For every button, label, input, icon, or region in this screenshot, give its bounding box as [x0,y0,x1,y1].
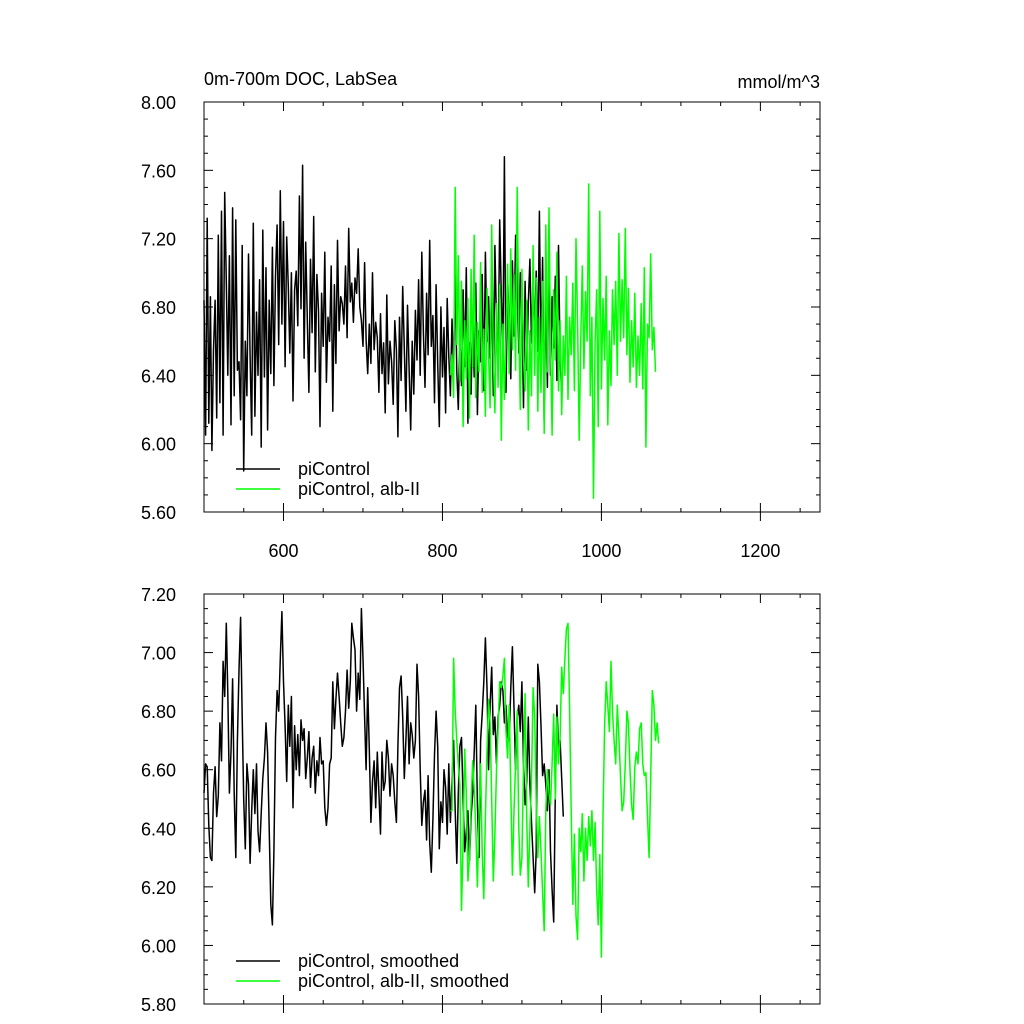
top-panel-series [203,155,657,500]
y-tick-label: 6.00 [141,435,176,455]
series-line-picontrol-smoothed [203,607,565,926]
legend-label-picontrol: piControl [298,459,370,479]
y-tick-label: 8.00 [141,93,176,113]
legend-label-picontrol-smoothed: piControl, smoothed [298,951,459,971]
x-tick-label: 800 [427,541,457,561]
y-tick-label: 7.20 [141,585,176,605]
y-tick-label: 7.20 [141,230,176,250]
y-tick-label: 6.20 [141,878,176,898]
legend-label-alb-ii: piControl, alb-II [298,479,420,499]
units-label: mmol/m^3 [738,72,820,92]
bottom-panel-ticks: 5.80 6.00 6.20 6.40 6.60 6.80 7.00 7.20 [141,585,820,1015]
bottom-panel-series [203,607,660,958]
bottom-plot-frame [203,593,821,1005]
series-line-picontrol-alb-ii [449,183,657,500]
y-tick-label: 7.00 [141,644,176,664]
legend-label-alb-ii-smoothed: piControl, alb-II, smoothed [298,971,509,991]
y-tick-label: 7.60 [141,161,176,181]
y-tick-label: 5.80 [141,995,176,1015]
chart-title: 0m-700m DOC, LabSea [204,69,398,89]
x-tick-label: 1200 [740,541,780,561]
x-tick-label: 600 [268,541,298,561]
series-line-picontrol-alb-ii-smoothed [450,622,660,958]
y-tick-label: 6.00 [141,936,176,956]
y-tick-label: 6.40 [141,366,176,386]
y-tick-label: 6.80 [141,298,176,318]
y-tick-label: 6.80 [141,702,176,722]
top-panel-ticks: 600 800 1000 1200 5.60 6.00 6.40 6.80 7.20 7.60 8.… [141,93,820,561]
x-tick-label: 1000 [581,541,621,561]
series-line-picontrol [203,155,563,472]
bottom-legend: piControl, smoothed piControl, alb-II, s… [236,951,509,991]
y-tick-label: 6.40 [141,819,176,839]
top-plot-frame [203,101,821,513]
y-tick-label: 6.60 [141,761,176,781]
y-tick-label: 5.60 [141,503,176,523]
top-panel: 0m-700m DOC, LabSea mmol/m^3 600 800 1000 1… [141,69,821,561]
top-legend: piControl piControl, alb-II [236,459,420,499]
bottom-panel: 5.80 6.00 6.20 6.40 6.60 6.80 7.00 7.20 piContr… [141,585,821,1015]
